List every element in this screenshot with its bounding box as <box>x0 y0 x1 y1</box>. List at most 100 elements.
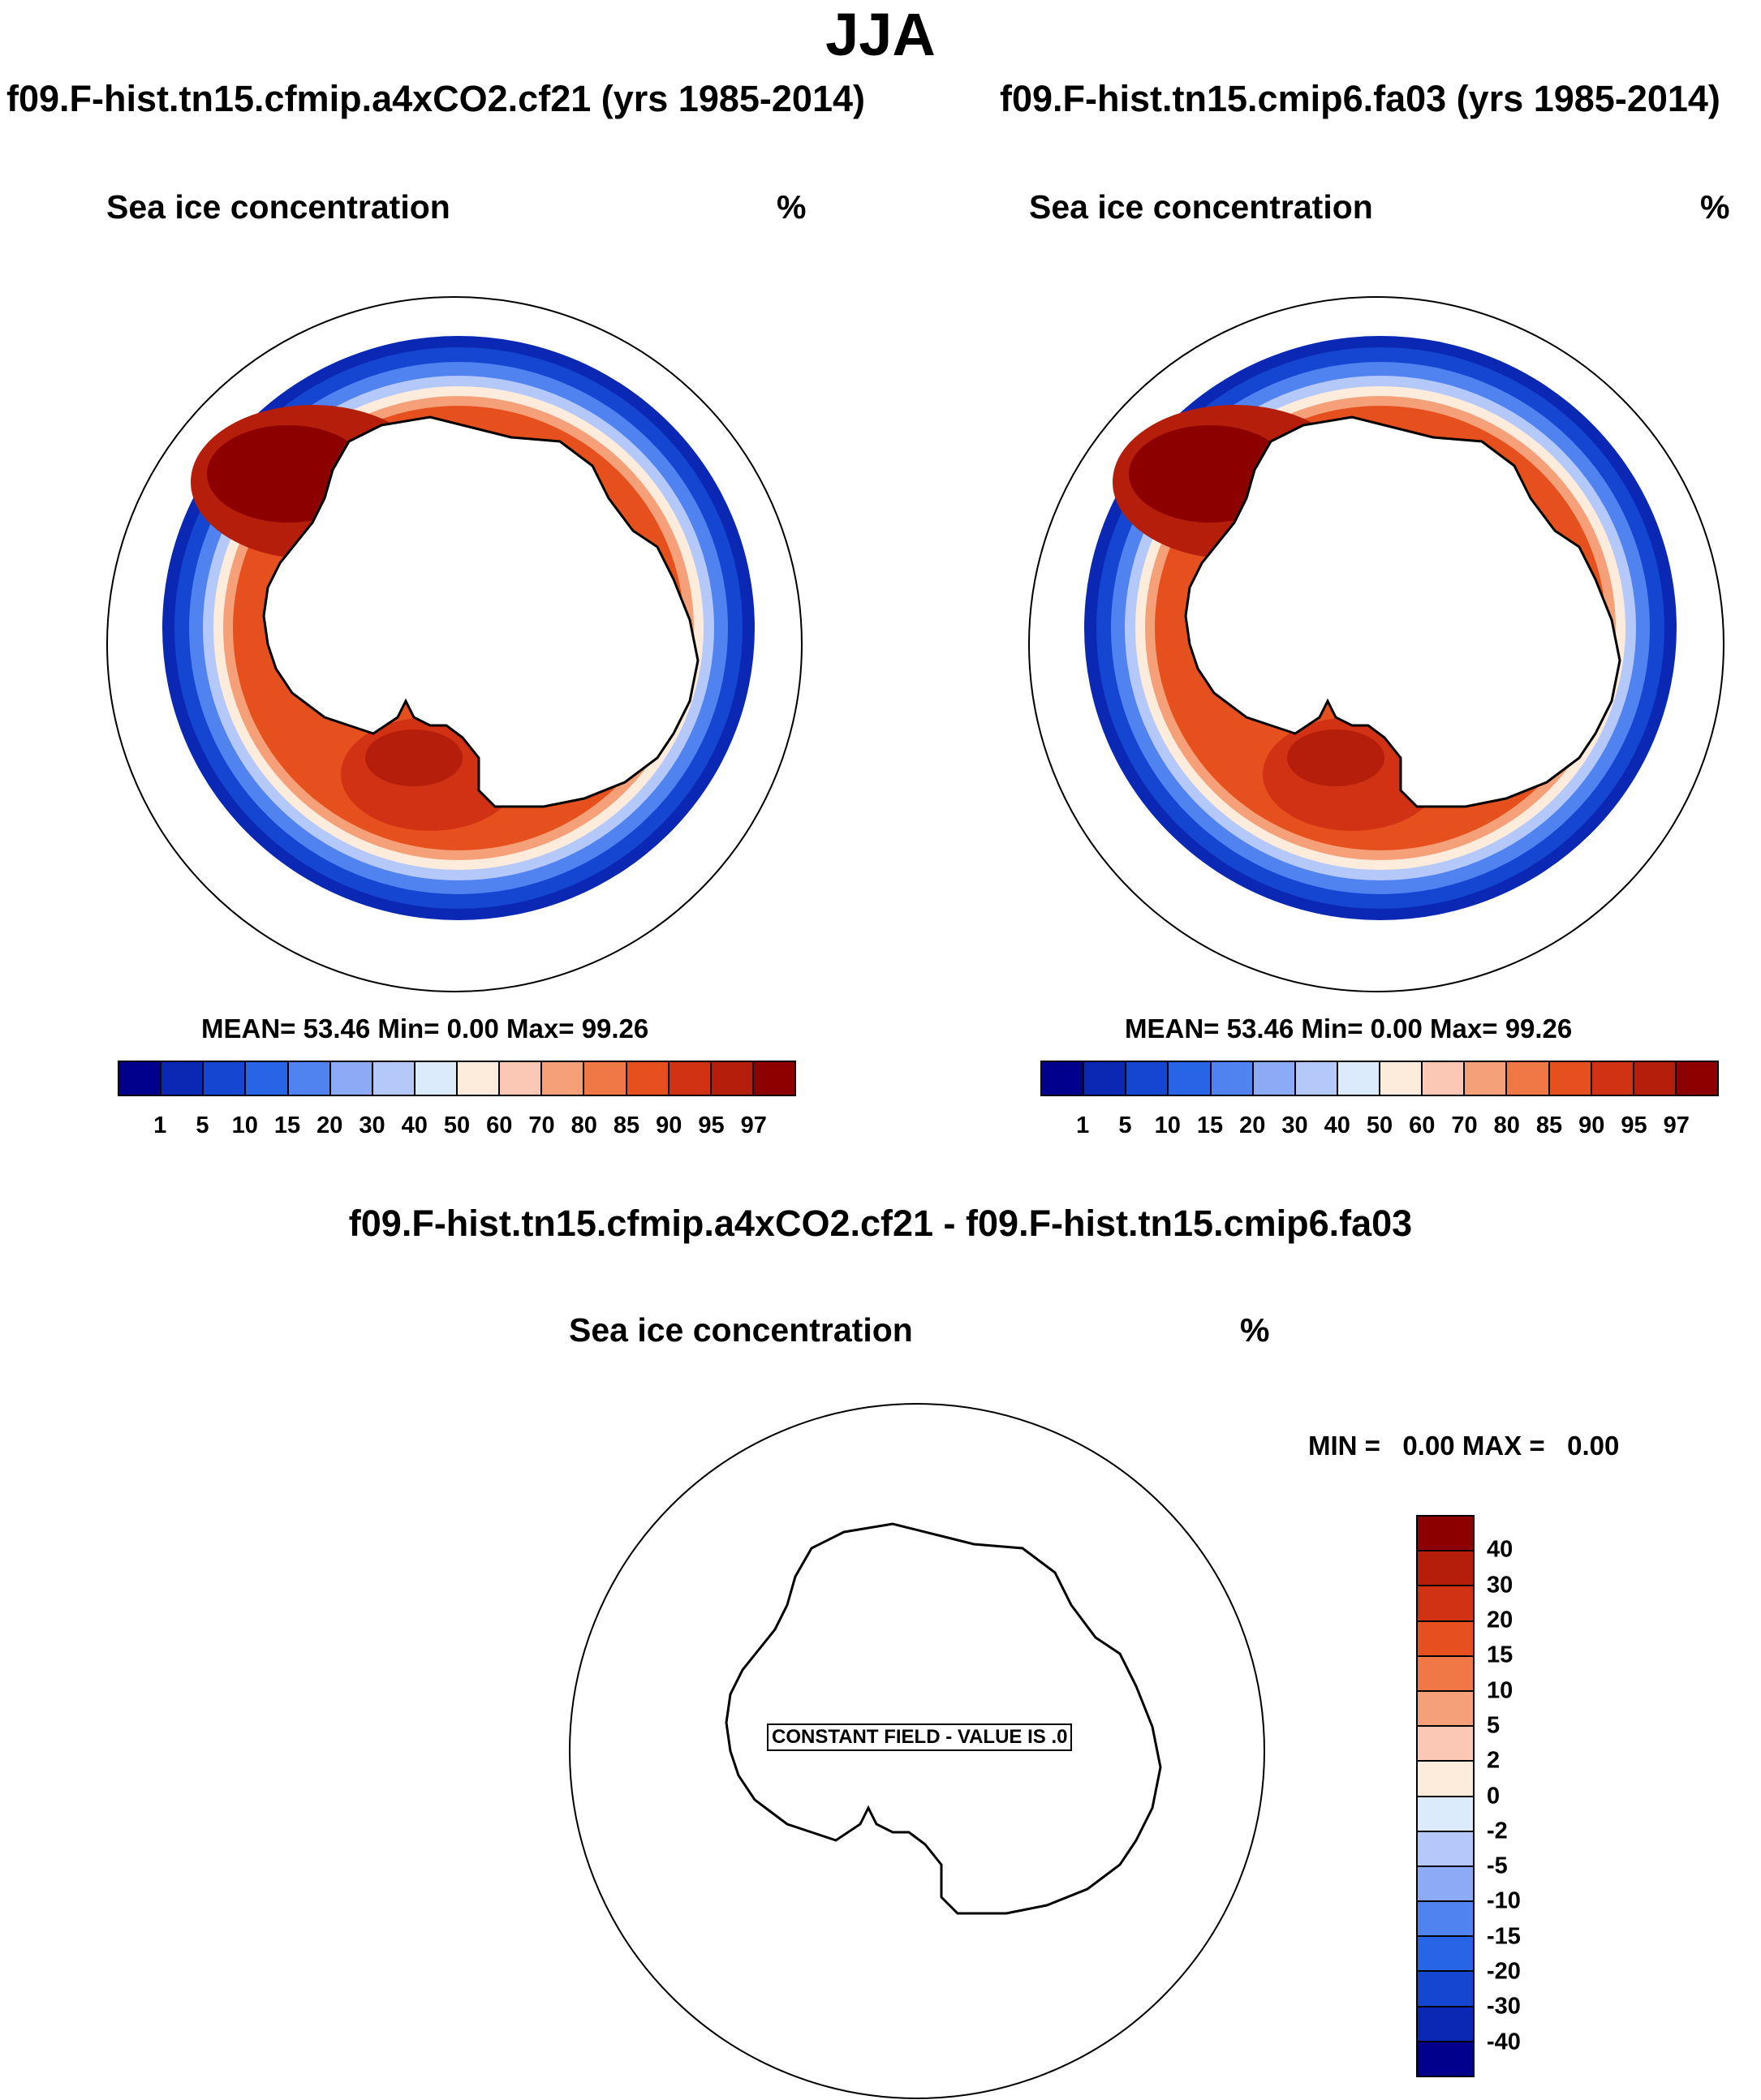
panel-2-max-value: 99.26 <box>1505 1013 1573 1044</box>
panel-1-max-value: 99.26 <box>581 1013 649 1044</box>
panel-1-colorbar-swatch <box>415 1062 458 1095</box>
panel-2-colorbar-tick-label: 50 <box>1366 1112 1393 1138</box>
panel-2-colorbar-tick-label: 1 <box>1076 1112 1090 1138</box>
panel-2-colorbar-swatch <box>1549 1062 1592 1095</box>
panel-2-mean-value: 53.46 <box>1226 1013 1294 1044</box>
panel-1-units-label: % <box>777 188 807 226</box>
panel-2-polar-map <box>1028 296 1724 992</box>
panel-1-mean-label: MEAN= <box>201 1013 296 1044</box>
panel-1-colorbar-swatch <box>288 1062 331 1095</box>
panel-1-colorbar-tick-label: 20 <box>316 1112 343 1138</box>
panel-2-colorbar-swatch <box>1337 1062 1380 1095</box>
panel-1-colorbar-swatch <box>669 1062 712 1095</box>
panel-2-colorbar-swatch <box>1084 1062 1127 1095</box>
panel-2-colorbar-swatch <box>1380 1062 1423 1095</box>
panel-2-colorbar-tick-label: 60 <box>1409 1112 1436 1138</box>
panel-2-case-title: f09.F-hist.tn15.cmip6.fa03 (yrs 1985-201… <box>1000 78 1720 119</box>
panel-1-stats: MEAN= 53.46 Min= 0.00 Max= 99.26 <box>201 1013 648 1044</box>
panel-2-colorbar-tick-label: 15 <box>1196 1112 1224 1138</box>
diff-colorbar <box>1416 1515 1475 2077</box>
diff-colorbar-swatch <box>1418 1691 1473 1728</box>
panel-1-min-value: 0.00 <box>446 1013 499 1044</box>
panel-2-colorbar-tick-label: 40 <box>1324 1112 1350 1138</box>
panel-1-colorbar-tick-label: 80 <box>570 1112 597 1138</box>
panel-2-colorbar-tick-label: 80 <box>1493 1112 1520 1138</box>
panel-1-colorbar-tick-label: 60 <box>486 1112 513 1138</box>
panel-2-units-label: % <box>1700 188 1730 226</box>
diff-colorbar-tick-label: 20 <box>1487 1607 1513 1633</box>
panel-1-colorbar-tick-label: 30 <box>359 1112 385 1138</box>
diff-colorbar-tick-label: 2 <box>1487 1747 1501 1774</box>
panel-2-colorbar-swatch <box>1126 1062 1169 1095</box>
diff-colorbar-swatch <box>1418 1937 1473 1973</box>
panel-1-colorbar-tick-label: 1 <box>153 1112 167 1138</box>
panel-2-colorbar-swatch <box>1507 1062 1550 1095</box>
panel-2-colorbar-tick-label: 70 <box>1451 1112 1478 1138</box>
panel-1-colorbar-swatch <box>753 1062 794 1095</box>
diff-colorbar-tick-label: 40 <box>1487 1536 1513 1563</box>
panel-2-colorbar-tick-label: 90 <box>1578 1112 1605 1138</box>
panel-1-colorbar-tick-label: 97 <box>740 1112 767 1138</box>
panel-2-stats: MEAN= 53.46 Min= 0.00 Max= 99.26 <box>1125 1013 1572 1044</box>
figure-title: JJA <box>825 1 936 68</box>
diff-colorbar-tick-label: -20 <box>1487 1958 1521 1985</box>
panel-1-colorbar-tick-label: 90 <box>656 1112 682 1138</box>
diff-colorbar-swatch <box>1418 2007 1473 2042</box>
panel-2-colorbar-tick-label: 5 <box>1118 1112 1132 1138</box>
diff-colorbar-tick-label: 30 <box>1487 1572 1513 1599</box>
diff-colorbar-tick-label: -2 <box>1487 1818 1508 1844</box>
diff-antarctica-coastline <box>725 1522 1162 1915</box>
diff-colorbar-tick-label: -40 <box>1487 2029 1521 2055</box>
panel-1-colorbar-swatch <box>626 1062 670 1095</box>
panel-2-colorbar-tick-label: 95 <box>1621 1112 1647 1138</box>
panel-2-colorbar-swatch <box>1591 1062 1634 1095</box>
panel-1-colorbar-swatch <box>500 1062 543 1095</box>
diff-colorbar-swatch <box>1418 1727 1473 1762</box>
panel-1-colorbar-swatch <box>372 1062 415 1095</box>
panel-1-max-label: Max= <box>506 1013 575 1044</box>
panel-2-max-label: Max= <box>1430 1013 1498 1044</box>
diff-colorbar-tick-label: -15 <box>1487 1923 1521 1950</box>
panel-2-colorbar-tick-label: 20 <box>1239 1112 1266 1138</box>
diff-colorbar-swatch <box>1418 1551 1473 1587</box>
diff-colorbar-swatch <box>1418 1902 1473 1938</box>
panel-1-polar-map <box>106 296 803 992</box>
panel-2-variable-label: Sea ice concentration <box>1029 188 1373 226</box>
panel-2-colorbar-tick-label: 30 <box>1281 1112 1308 1138</box>
panel-1-colorbar-swatch <box>204 1062 247 1095</box>
diff-title: f09.F-hist.tn15.cfmip.a4xCO2.cf21 - f09.… <box>348 1203 1413 1244</box>
panel-1-colorbar-swatch <box>542 1062 585 1095</box>
panel-1-min-label: Min= <box>377 1013 440 1044</box>
diff-polar-map <box>569 1403 1265 2099</box>
panel-2-min-label: Min= <box>1301 1013 1363 1044</box>
panel-2-colorbar-swatch <box>1423 1062 1466 1095</box>
panel-1-colorbar-swatch <box>584 1062 627 1095</box>
panel-2-antarctica-coastline <box>1184 415 1621 808</box>
diff-colorbar-tick-label: -10 <box>1487 1887 1521 1914</box>
panel-1-colorbar-tick-label: 10 <box>231 1112 258 1138</box>
panel-1-colorbar-tick-label: 85 <box>613 1112 640 1138</box>
diff-colorbar-swatch <box>1418 1831 1473 1867</box>
panel-1-colorbar-tick-label: 15 <box>273 1112 301 1138</box>
panel-1-colorbar-tick-label: 40 <box>401 1112 428 1138</box>
panel-1-colorbar-tick-label: 95 <box>698 1112 725 1138</box>
panel-2-colorbar-swatch <box>1465 1062 1508 1095</box>
panel-2-colorbar-tick-label: 97 <box>1663 1112 1690 1138</box>
diff-colorbar-swatch <box>1418 1866 1473 1903</box>
panel-2-colorbar-swatch <box>1634 1062 1677 1095</box>
panel-2-colorbar-swatch <box>1253 1062 1296 1095</box>
diff-colorbar-tick-label: 10 <box>1487 1677 1513 1704</box>
panel-2-colorbar-swatch <box>1676 1062 1717 1095</box>
panel-2-mean-label: MEAN= <box>1125 1013 1220 1044</box>
panel-2-colorbar <box>1040 1061 1719 1096</box>
panel-2-colorbar-tick-label: 85 <box>1535 1112 1563 1138</box>
panel-2-colorbar-swatch <box>1169 1062 1212 1095</box>
panel-1-colorbar-swatch <box>119 1062 162 1095</box>
diff-colorbar-tick-label: 0 <box>1487 1783 1501 1809</box>
panel-2-colorbar-swatch <box>1211 1062 1254 1095</box>
panel-1-colorbar-swatch <box>246 1062 289 1095</box>
panel-1-antarctica-coastline <box>262 415 700 808</box>
diff-colorbar-swatch <box>1418 1656 1473 1692</box>
panel-1-colorbar-swatch <box>458 1062 501 1095</box>
diff-colorbar-swatch <box>1418 1586 1473 1622</box>
